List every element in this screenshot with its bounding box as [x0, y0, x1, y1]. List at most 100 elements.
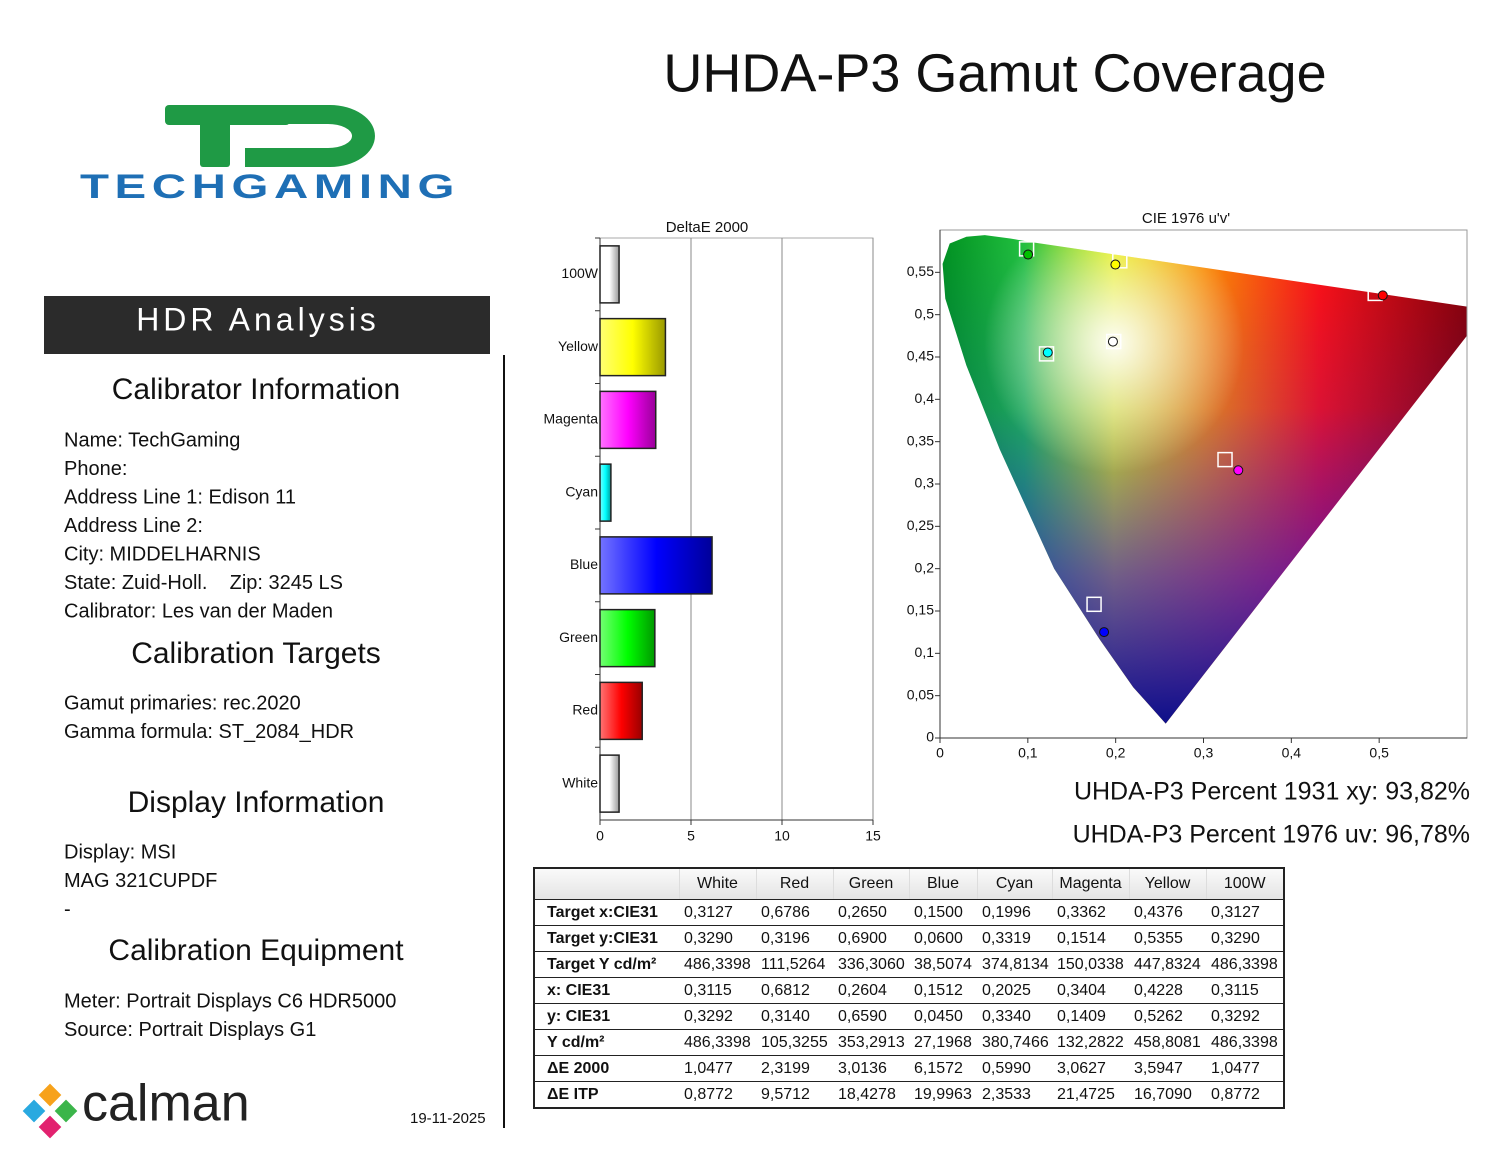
- info-line: -: [64, 898, 71, 920]
- table-cell: 0,6786: [756, 899, 833, 926]
- table-cell: 0,1409: [1052, 1003, 1129, 1030]
- section-heading: Calibration Equipment: [108, 934, 404, 967]
- table-cell: 27,1968: [909, 1029, 977, 1056]
- chart-title: CIE 1976 u'v': [1142, 210, 1230, 227]
- info-line: City: MIDDELHARNIS: [64, 543, 261, 565]
- table-cell: 0,3127: [1206, 899, 1284, 926]
- measured-point: [1099, 627, 1110, 638]
- table-cell: 486,3398: [1206, 951, 1284, 978]
- row-label: Y cd/m²: [534, 1029, 679, 1056]
- y-tick-label: Red: [572, 702, 598, 718]
- x-tick-label: 0,1: [1018, 745, 1038, 761]
- page-title: UHDA-P3 Gamut Coverage: [663, 43, 1326, 103]
- row-label: Target y:CIE31: [534, 925, 679, 952]
- target-point: [1105, 333, 1122, 350]
- table-cell: 0,8772: [1206, 1081, 1284, 1109]
- software-logo: calman: [82, 1075, 250, 1133]
- table-cell: 0,2604: [833, 977, 909, 1004]
- table-row: ΔE 2000 1,0477 2,3199 3,0136 6,1572 0,5990 3,0…: [534, 1055, 1284, 1082]
- table-cell: 458,8081: [1129, 1029, 1206, 1056]
- target-point: [1086, 596, 1102, 613]
- section-heading: Calibration Targets: [131, 637, 381, 670]
- table-cell: 1,0477: [679, 1055, 756, 1082]
- table-cell: 0,3115: [1206, 977, 1284, 1004]
- info-line: Name: TechGaming: [64, 429, 240, 451]
- row-label: x: CIE31: [534, 977, 679, 1004]
- section-heading: Calibrator Information: [112, 373, 400, 406]
- table-cell: 486,3398: [679, 951, 756, 978]
- table-row: Y cd/m² 486,3398 105,3255 353,2913 27,1968 38…: [534, 1029, 1284, 1056]
- x-tick-label: 0: [596, 828, 604, 844]
- table-cell: 2,3199: [756, 1055, 833, 1082]
- table-cell: 3,0136: [833, 1055, 909, 1082]
- y-tick-label: 0,3: [915, 475, 935, 491]
- measured-point: [1042, 347, 1053, 358]
- y-tick-label: 100W: [561, 265, 598, 281]
- y-tick-label: Cyan: [565, 483, 598, 499]
- table-cell: 380,7466: [977, 1029, 1052, 1056]
- table-row: Target y:CIE31 0,3290 0,3196 0,6900 0,0600 0,…: [534, 925, 1284, 952]
- table-cell: 38,5074: [909, 951, 977, 978]
- y-tick-label: 0,5: [915, 305, 935, 321]
- table-cell: 447,8324: [1129, 951, 1206, 978]
- table-cell: 0,3404: [1052, 977, 1129, 1004]
- info-line: MAG 321CUPDF: [64, 870, 217, 892]
- y-tick-label: 0,15: [907, 602, 934, 618]
- target-point: [1038, 346, 1055, 362]
- table-cell: 1,0477: [1206, 1055, 1284, 1082]
- table-cell: 0,5262: [1129, 1003, 1206, 1030]
- measured-point: [1377, 290, 1388, 301]
- summary-line: UHDA-P3 Percent 1976 uv: 96,78%: [1073, 821, 1470, 849]
- y-tick-label: White: [562, 774, 598, 790]
- table-cell: 374,8134: [977, 951, 1052, 978]
- table-cell: 0,0600: [909, 925, 977, 952]
- measured-point: [1233, 465, 1244, 476]
- table-cell: 105,3255: [756, 1029, 833, 1056]
- column-header: Cyan: [977, 868, 1053, 900]
- table-cell: 0,3127: [679, 899, 756, 926]
- y-tick-label: 0,2: [915, 559, 935, 575]
- table-row: y: CIE31 0,3292 0,3140 0,6590 0,0450 0,3340 0,…: [534, 1003, 1284, 1030]
- info-line: Address Line 2:: [64, 515, 203, 537]
- table-cell: 3,5947: [1129, 1055, 1206, 1082]
- calman-icon: [22, 1083, 78, 1139]
- x-tick-label: 0,3: [1194, 745, 1214, 761]
- table-cell: 0,3140: [756, 1003, 833, 1030]
- measured-point: [1107, 336, 1118, 347]
- x-tick-label: 10: [774, 828, 790, 844]
- table-row: Target Y cd/m² 486,3398 111,5264 336,3060 38…: [534, 951, 1284, 978]
- row-label: ΔE 2000: [534, 1055, 679, 1082]
- table-cell: 6,1572: [909, 1055, 977, 1082]
- table-cell: 132,2822: [1052, 1029, 1129, 1056]
- info-line: Meter: Portrait Displays C6 HDR5000: [64, 990, 396, 1012]
- x-tick-label: 5: [687, 828, 695, 844]
- x-tick-label: 15: [865, 828, 881, 844]
- corner-cell: [534, 868, 680, 900]
- x-tick-label: 0,4: [1282, 745, 1302, 761]
- bar: [599, 754, 620, 813]
- table-cell: 486,3398: [679, 1029, 756, 1056]
- column-header: White: [679, 868, 757, 900]
- table-cell: 0,2025: [977, 977, 1052, 1004]
- table-cell: 2,3533: [977, 1081, 1052, 1109]
- column-header: Magenta: [1052, 868, 1130, 900]
- y-tick-label: 0,55: [907, 263, 934, 279]
- banner-text: HDR Analysis: [136, 301, 380, 337]
- x-tick-label: 0,2: [1106, 745, 1126, 761]
- header-row: White Red Green Blue Cyan Magenta Yellow 100W: [534, 868, 1285, 900]
- table-cell: 0,2650: [833, 899, 909, 926]
- table-row: Target x:CIE31 0,3127 0,6786 0,2650 0,1500 0,…: [534, 899, 1284, 926]
- table-cell: 0,3362: [1052, 899, 1129, 926]
- chart-title: DeltaE 2000: [666, 219, 749, 236]
- summary-line: UHDA-P3 Percent 1931 xy: 93,82%: [1074, 778, 1470, 806]
- info-line: Gamut primaries: rec.2020: [64, 692, 301, 714]
- table-cell: 9,5712: [756, 1081, 833, 1109]
- info-line: Gamma formula: ST_2084_HDR: [64, 721, 354, 743]
- table-cell: 111,5264: [756, 951, 833, 978]
- y-tick-label: 0,25: [907, 517, 934, 533]
- table-cell: 0,1514: [1052, 925, 1129, 952]
- table-cell: 0,5990: [977, 1055, 1052, 1082]
- gamut-fill: [942, 235, 1467, 724]
- table-cell: 150,0338: [1052, 951, 1129, 978]
